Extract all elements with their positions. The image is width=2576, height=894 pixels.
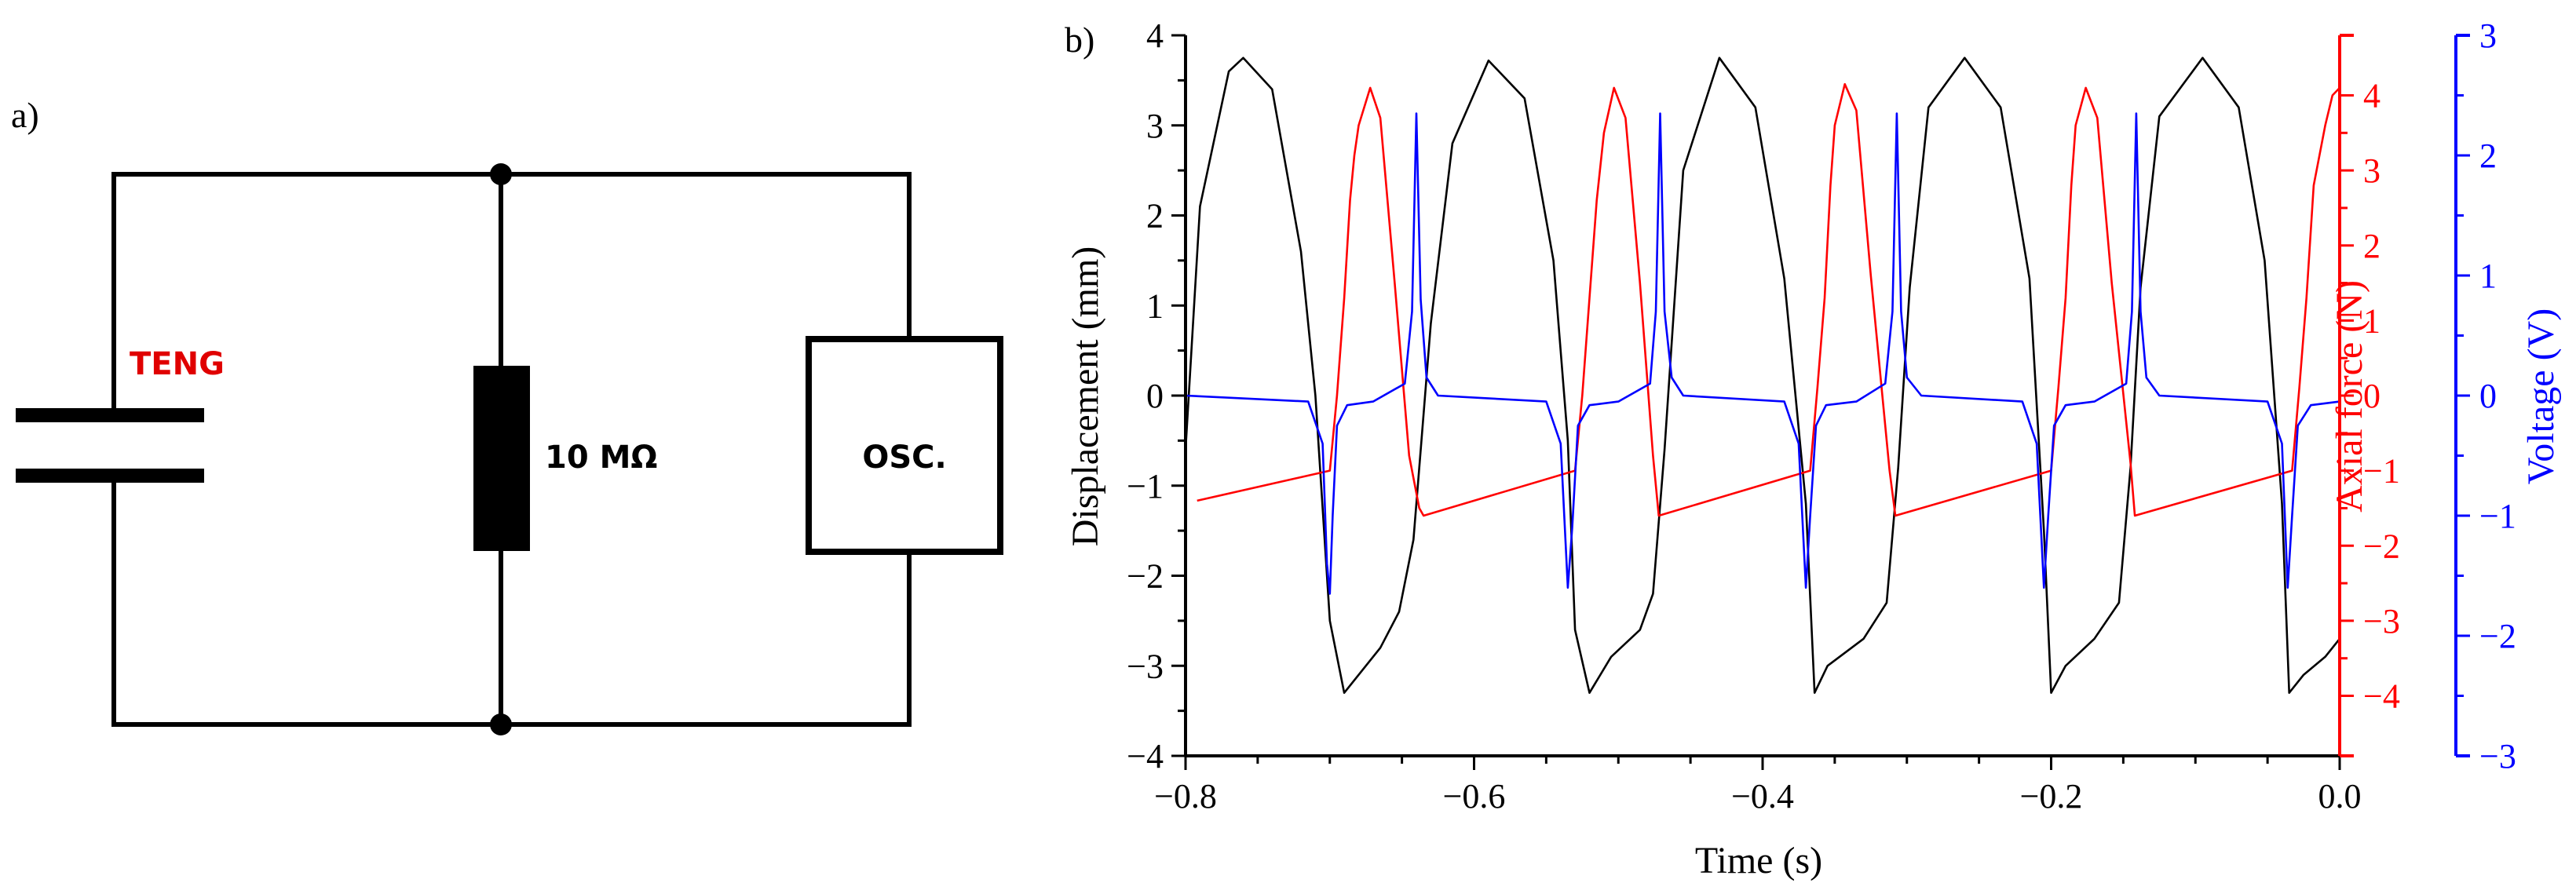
y-tick-label-axial_force: 2 <box>2363 227 2381 265</box>
y-tick-label-displacement: 4 <box>1146 16 1164 55</box>
y-tick-label-axial_force: −2 <box>2363 527 2400 565</box>
x-tick-label: −0.6 <box>1443 777 1506 816</box>
y-tick-label-voltage: −3 <box>2479 737 2516 775</box>
circuit-diagram: a) TENG 10 MΩ OSC. <box>11 95 1003 735</box>
x-tick-label: −0.4 <box>1731 777 1794 816</box>
oscilloscope: OSC. <box>806 336 1003 555</box>
y-tick-label-axial_force: 3 <box>2363 151 2381 190</box>
teng-capacitor: TENG <box>16 346 225 483</box>
y-tick-label-voltage: −1 <box>2479 497 2516 535</box>
panel-a-label: a) <box>11 95 39 135</box>
line-chart: b) −0.8 −0.6 −0.4 −0.2 0.0−4−3−2−101234−4−3−… <box>1065 16 2562 881</box>
junction-dot-bottom <box>490 713 512 735</box>
series-layer <box>1184 57 2341 695</box>
y-tick-label-displacement: −4 <box>1127 737 1164 775</box>
x-tick-label: −0.8 <box>1154 777 1217 816</box>
y-tick-label-axial_force: 4 <box>2363 77 2381 115</box>
y-tick-label-voltage: 2 <box>2479 137 2497 175</box>
y-tick-label-displacement: 3 <box>1146 107 1164 145</box>
y-tick-label-axial_force: −3 <box>2363 602 2400 640</box>
y-axis-title-axial-force: Axial force (N) <box>2329 280 2370 513</box>
y-tick-label-axial_force: 1 <box>2363 301 2381 340</box>
y-axis-title-displacement: Displacement (mm) <box>1065 246 1106 547</box>
axes-layer: −0.8 −0.6 −0.4 −0.2 0.0 −4 −3 −2 −1 0 1 2 3 4 −4 −3 −2 −1… <box>1127 16 2516 816</box>
y-tick-label-displacement: −1 <box>1127 467 1164 505</box>
capacitor-plate-top <box>16 408 204 422</box>
y-tick-label-displacement: 2 <box>1146 197 1164 235</box>
y-tick-label-voltage: 3 <box>2479 16 2497 55</box>
panel-b-label: b) <box>1065 20 1094 60</box>
teng-label: TENG <box>130 346 225 382</box>
resistor-label: 10 MΩ <box>545 440 657 476</box>
y-tick-label-displacement: −3 <box>1127 647 1164 685</box>
capacitor-plate-bottom <box>16 469 204 483</box>
series-voltage <box>1185 112 2340 595</box>
y-tick-label-displacement: −2 <box>1127 557 1164 596</box>
x-tick-label: −0.2 <box>2020 777 2083 816</box>
series-axial-force <box>1197 82 2340 517</box>
osc-label: OSC. <box>862 440 946 476</box>
oscilloscope-box <box>806 336 1003 555</box>
resistor-body <box>473 366 530 551</box>
x-axis-title: Time (s) <box>1695 840 1822 881</box>
junction-dot-top <box>490 163 512 185</box>
y-tick-label-axial_force: 0 <box>2363 377 2381 415</box>
y-tick-label-voltage: 0 <box>2479 377 2497 415</box>
x-tick-label: 0.0 <box>2318 777 2362 816</box>
y-tick-label-voltage: −2 <box>2479 617 2516 655</box>
y-tick-label-displacement: 1 <box>1146 286 1164 325</box>
y-axis-title-voltage: Voltage (V) <box>2520 308 2562 484</box>
series-displacement <box>1184 57 2341 695</box>
resistor: 10 MΩ <box>473 366 657 551</box>
y-tick-label-axial_force: −1 <box>2363 452 2400 491</box>
y-tick-label-axial_force: −4 <box>2363 677 2400 716</box>
y-tick-label-voltage: 1 <box>2479 257 2497 295</box>
y-tick-label-displacement: 0 <box>1146 377 1164 415</box>
